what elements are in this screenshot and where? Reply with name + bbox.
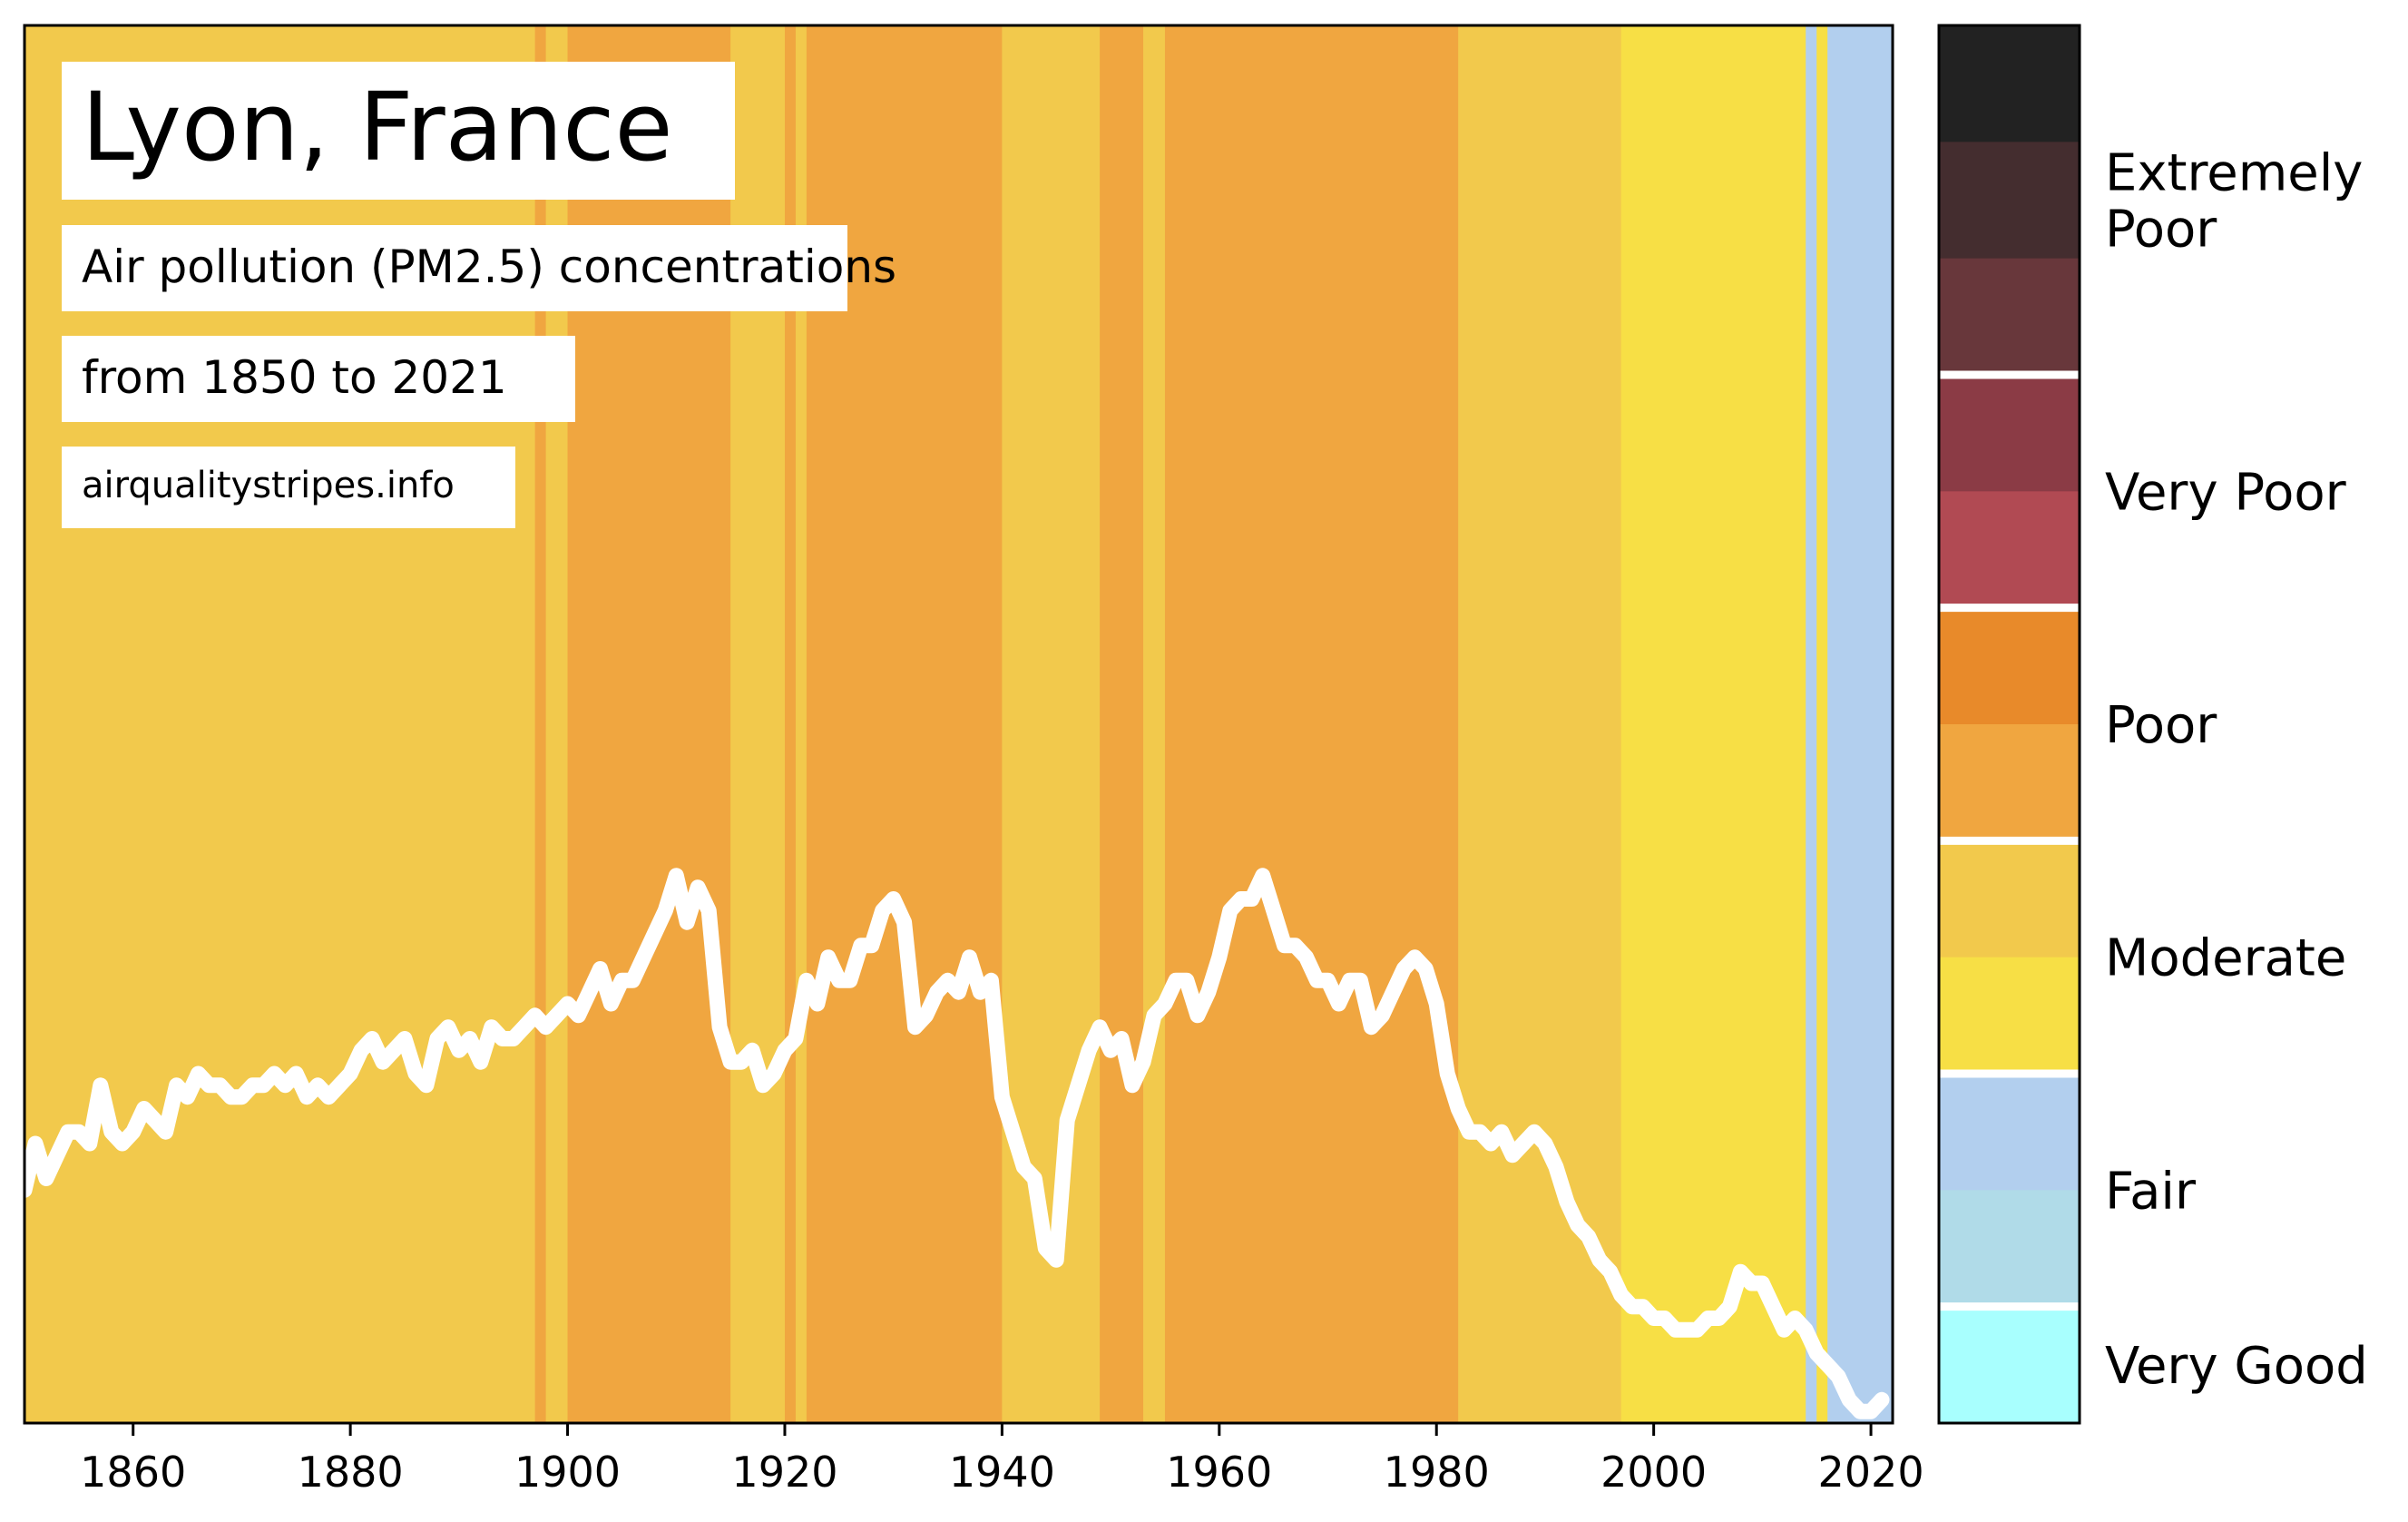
x-tick-label: 1900 — [514, 1448, 621, 1497]
legend-swatch — [1939, 724, 2080, 841]
legend-swatch — [1939, 491, 2080, 609]
stripe — [1827, 25, 1894, 1423]
chart-title: Lyon, France — [82, 72, 672, 182]
subtitle-box — [62, 225, 847, 311]
legend-swatch — [1939, 957, 2080, 1075]
stripe — [1164, 25, 1459, 1423]
x-tick-label: 1980 — [1384, 1448, 1490, 1497]
legend-swatch — [1939, 607, 2080, 725]
stripe — [1816, 25, 1828, 1423]
x-tick-label: 2020 — [1818, 1448, 1924, 1497]
legend-label: Fair — [2105, 1162, 2197, 1221]
x-tick-label: 2000 — [1600, 1448, 1707, 1497]
chart-subtitle: from 1850 to 2021 — [82, 351, 507, 404]
title-block: Lyon, France Air pollution (PM2.5) concen… — [62, 62, 896, 528]
legend-label: Extremely — [2105, 144, 2363, 203]
legend-frame — [1937, 24, 2081, 1425]
x-tick-label: 1920 — [731, 1448, 837, 1497]
title-box — [62, 62, 735, 200]
legend-label: Very Good — [2105, 1337, 2368, 1396]
stripe — [1002, 25, 1101, 1423]
pm25-line — [16, 868, 1890, 1419]
legend-label: Poor — [2105, 201, 2217, 260]
pollution-line-layer — [16, 868, 1890, 1419]
legend-swatch — [1939, 258, 2080, 376]
legend-swatch — [1939, 375, 2080, 492]
legend-swatch — [1939, 1306, 2080, 1424]
x-tick-label: 1860 — [80, 1448, 186, 1497]
stripe — [1806, 25, 1817, 1423]
stripe — [1620, 25, 1806, 1423]
plot-frame — [23, 24, 1894, 1425]
stripe — [784, 25, 797, 1423]
x-axis: 1860 1880 1900 1920 1940 1960 1980 2000 2020 — [80, 1423, 1924, 1497]
legend-swatch — [1939, 840, 2080, 958]
legend-swatch — [1939, 142, 2080, 260]
chart-subtitle: Air pollution (PM2.5) concentrations — [82, 241, 896, 293]
x-tick-label: 1940 — [949, 1448, 1055, 1497]
legend-swatch — [1939, 25, 2080, 142]
x-tick-label: 1960 — [1166, 1448, 1272, 1497]
stripe — [1458, 25, 1622, 1423]
legend-swatch — [1939, 1190, 2080, 1308]
stripe — [795, 25, 808, 1423]
stripe — [1100, 25, 1144, 1423]
subtitle-box — [62, 336, 575, 422]
source-text: airqualitystripes.info — [82, 465, 455, 506]
stripe — [1143, 25, 1166, 1423]
source-box — [62, 447, 515, 528]
legend-label: Moderate — [2105, 929, 2346, 988]
legend-label: Poor — [2105, 696, 2217, 755]
legend-swatch — [1939, 1074, 2080, 1191]
legend-label: Very Poor — [2105, 463, 2347, 522]
x-tick-label: 1880 — [298, 1448, 404, 1497]
